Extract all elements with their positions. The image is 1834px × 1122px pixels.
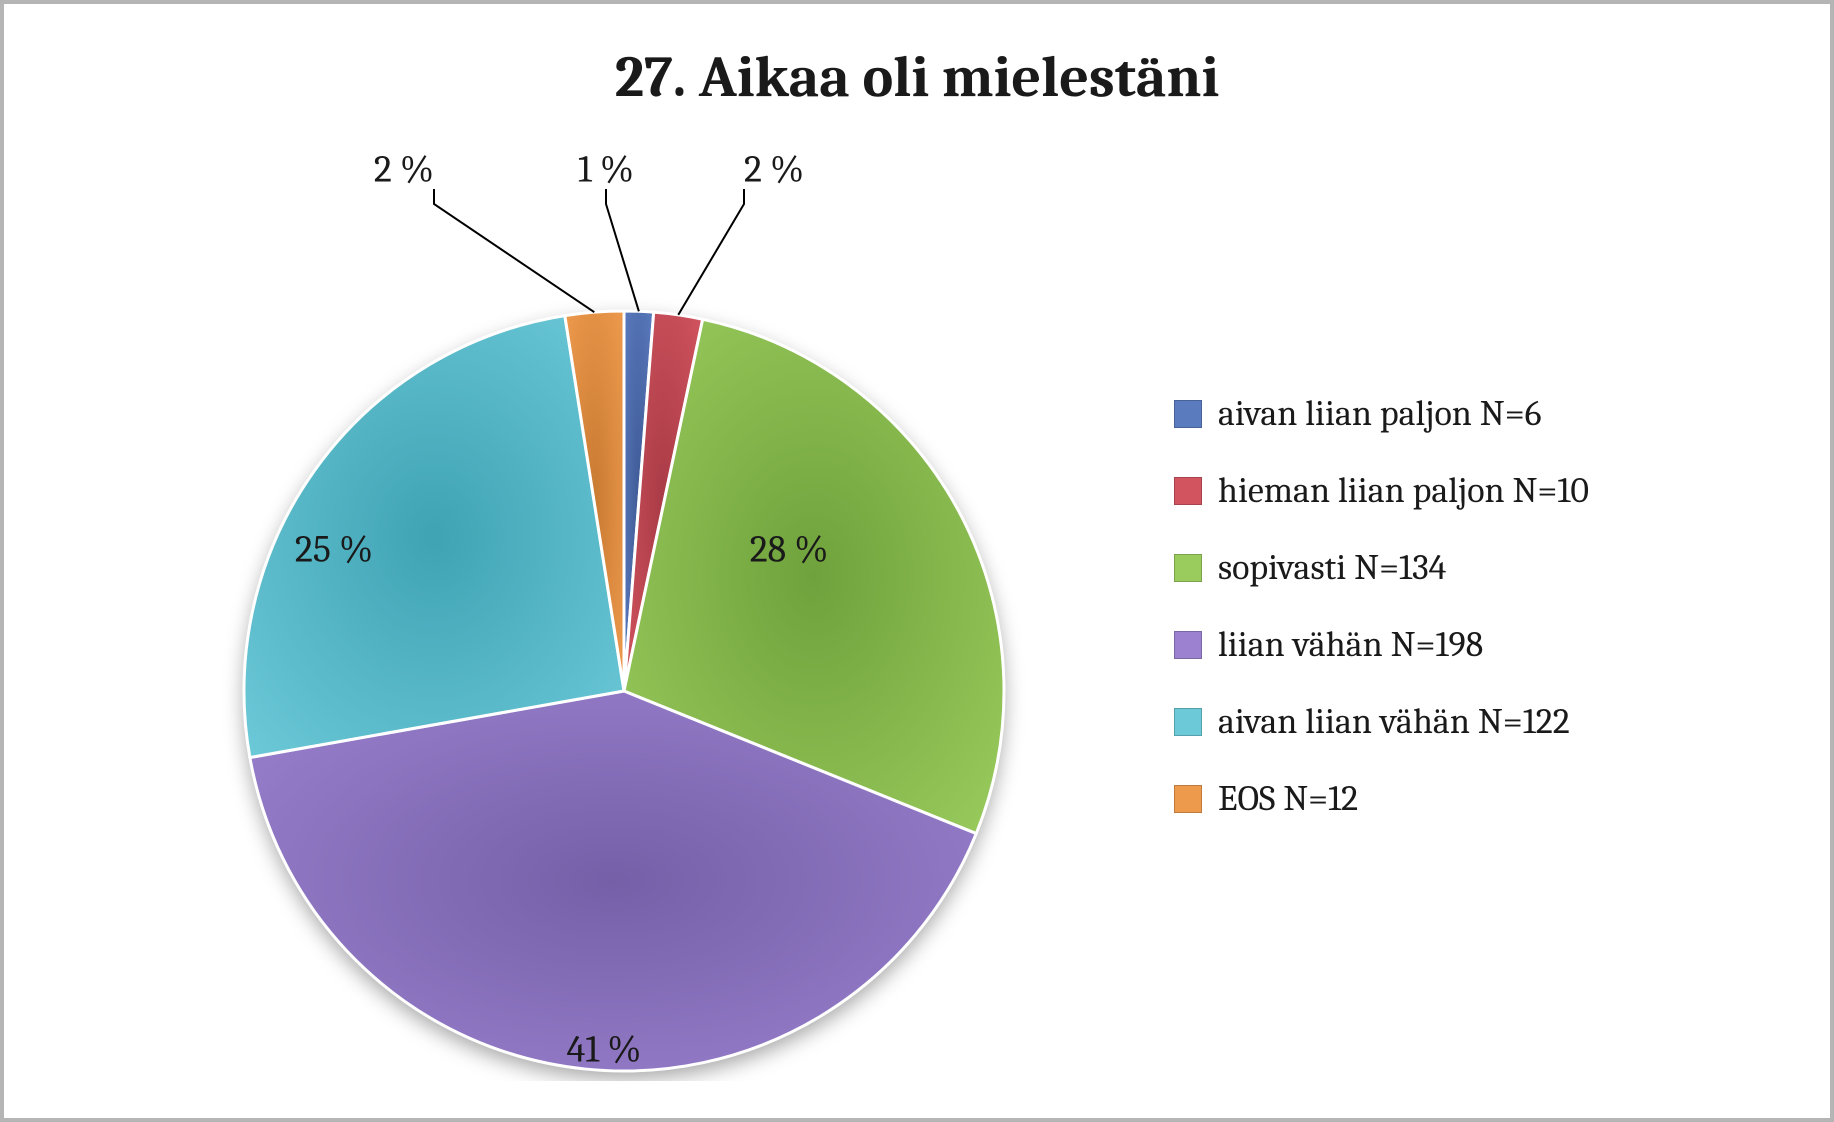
legend-label: EOS N=12: [1218, 778, 1358, 819]
slice-percent-label: 2 %: [744, 147, 804, 191]
chart-frame: 27. Aikaa oli mielestäni 1 % 2 % 28 % 41 % 2…: [0, 0, 1834, 1122]
legend-label: sopivasti N=134: [1218, 547, 1446, 588]
legend-item: sopivasti N=134: [1174, 547, 1589, 588]
leader-line: [434, 189, 594, 312]
slice-percent-label: 28 %: [750, 527, 829, 571]
slice-percent-label: 25 %: [295, 527, 373, 571]
legend-swatch: [1174, 785, 1202, 813]
leader-line: [678, 189, 744, 315]
pie-svg: 1 % 2 % 28 % 41 % 25 % 2 %: [44, 131, 1144, 1081]
legend-item: aivan liian paljon N=6: [1174, 393, 1589, 434]
legend-swatch: [1174, 554, 1202, 582]
legend-label: aivan liian paljon N=6: [1218, 393, 1542, 434]
legend-label: aivan liian vähän N=122: [1218, 701, 1570, 742]
slice-percent-label: 41 %: [567, 1027, 642, 1071]
legend-label: hieman liian paljon N=10: [1218, 470, 1589, 511]
chart-body: 1 % 2 % 28 % 41 % 25 % 2 % aivan liian paljon…: [44, 131, 1790, 1081]
legend-item: aivan liian vähän N=122: [1174, 701, 1589, 742]
legend-swatch: [1174, 708, 1202, 736]
slice-percent-label: 2 %: [374, 147, 434, 191]
legend-swatch: [1174, 631, 1202, 659]
legend: aivan liian paljon N=6 hieman liian paljo…: [1174, 393, 1589, 819]
legend-item: EOS N=12: [1174, 778, 1589, 819]
chart-title: 27. Aikaa oli mielestäni: [44, 44, 1790, 111]
legend-swatch: [1174, 477, 1202, 505]
legend-label: liian vähän N=198: [1218, 624, 1483, 665]
legend-item: liian vähän N=198: [1174, 624, 1589, 665]
slice-percent-label: 1 %: [578, 147, 634, 191]
legend-item: hieman liian paljon N=10: [1174, 470, 1589, 511]
leader-line: [606, 189, 639, 311]
legend-swatch: [1174, 400, 1202, 428]
pie-area: 1 % 2 % 28 % 41 % 25 % 2 %: [44, 131, 1144, 1081]
